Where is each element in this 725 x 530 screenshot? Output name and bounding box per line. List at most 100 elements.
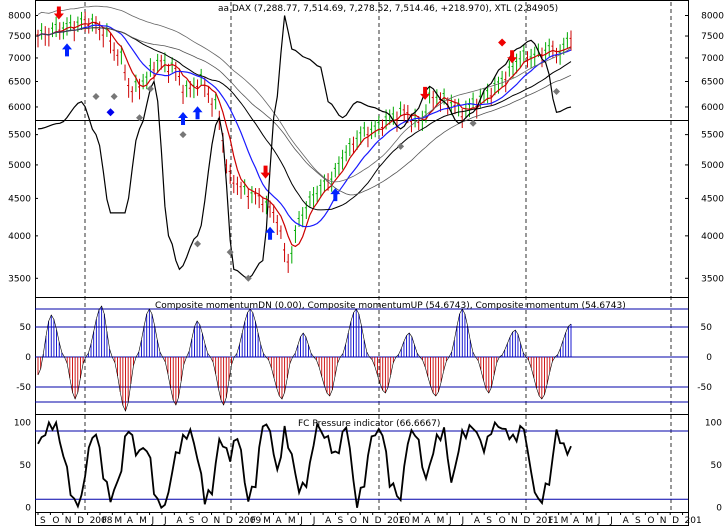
pressure-y-tick-right: 50: [711, 461, 723, 471]
date-axis-label: A: [176, 516, 183, 526]
date-axis-label: A: [424, 516, 431, 526]
date-axis-label: M: [561, 516, 569, 526]
signal-diamond-marker: [498, 38, 507, 47]
date-axis-label: A: [127, 516, 134, 526]
momentum-y-tick-right: 50: [701, 323, 713, 333]
sell-arrow-icon: [507, 50, 518, 64]
date-axis-label: N: [660, 516, 667, 526]
momentum-envelope: [37, 305, 572, 412]
price-y-tick-left: 4000: [8, 232, 31, 242]
momentum-y-tick-left: 0: [25, 353, 31, 363]
price-y-tick-right: 6500: [701, 78, 724, 88]
date-axis-label: M: [288, 516, 296, 526]
date-axis-label: 2011: [536, 516, 559, 526]
gray-diamond-marker: [397, 142, 405, 150]
momentum-y-tick-left: -50: [16, 383, 31, 393]
price-y-tick-right: 4000: [701, 232, 724, 242]
gray-diamond-marker: [469, 119, 477, 127]
date-axis-label: J: [312, 516, 316, 526]
momentum-panel-frame: [35, 297, 689, 415]
price-y-tick-right: 5000: [701, 161, 724, 171]
price-y-tick-right: 8000: [701, 12, 724, 22]
price-y-tick-left: 6000: [8, 103, 31, 113]
momentum-y-tick-right: 0: [706, 353, 712, 363]
date-axis-label: M: [585, 516, 593, 526]
date-axis-label: 201: [685, 516, 702, 526]
date-axis-label: J: [299, 516, 303, 526]
date-axis-label: O: [52, 516, 59, 526]
pressure-chart-title: FC Pressure indicator (66.6667): [298, 419, 440, 429]
buy-arrow-icon: [265, 226, 276, 240]
date-axis-label: F: [399, 516, 404, 526]
price-y-tick-left: 3500: [8, 274, 31, 284]
momentum-chart-title: Composite momentumDN (0.00), Composite m…: [155, 301, 626, 311]
date-axis-label: S: [635, 516, 641, 526]
date-axis-label: M: [139, 516, 147, 526]
date-axis-label: N: [65, 516, 72, 526]
price-y-tick-left: 6500: [8, 78, 31, 88]
date-axis-label: S: [486, 516, 492, 526]
date-axis-label: O: [201, 516, 208, 526]
date-axis-label: O: [350, 516, 357, 526]
gray-diamond-marker: [110, 93, 118, 101]
date-axis-label: A: [623, 516, 630, 526]
price-y-tick-left: 8000: [8, 12, 31, 22]
date-axis-label: 2010: [387, 516, 410, 526]
date-axis-label: S: [40, 516, 46, 526]
date-axis-label: D: [672, 516, 679, 526]
sell-arrow-icon: [260, 165, 271, 179]
buy-arrow-icon: [192, 106, 203, 120]
date-axis-label: M: [437, 516, 445, 526]
date-axis-label: J: [597, 516, 601, 526]
price-panel-frame: [35, 0, 689, 298]
date-axis-label: J: [163, 516, 167, 526]
date-axis-label: D: [77, 516, 84, 526]
date-axis-label: F: [251, 516, 256, 526]
gray-diamond-marker: [92, 93, 100, 101]
gray-diamond-marker: [179, 131, 187, 139]
date-axis-label: M: [114, 516, 122, 526]
date-axis-label: A: [276, 516, 283, 526]
gray-diamond-marker: [194, 240, 202, 248]
date-axis-label: O: [499, 516, 506, 526]
date-axis-label: M: [263, 516, 271, 526]
pressure-y-tick-right: 0: [716, 504, 722, 514]
pressure-y-tick-left: 0: [25, 504, 31, 514]
pressure-line: [37, 419, 572, 510]
date-axis-label: F: [548, 516, 553, 526]
date-axis-label: O: [647, 516, 654, 526]
date-axis-label: D: [226, 516, 233, 526]
momentum-y-tick-left: 50: [20, 323, 32, 333]
price-y-tick-right: 7500: [701, 32, 724, 42]
date-axis-label: D: [375, 516, 382, 526]
price-y-tick-left: 7000: [8, 54, 31, 64]
buy-arrow-icon: [330, 188, 341, 202]
price-y-tick-right: 4500: [701, 194, 724, 204]
buy-arrow-icon: [62, 43, 73, 57]
date-axis-label: N: [362, 516, 369, 526]
gray-diamond-marker: [226, 248, 234, 256]
price-y-tick-right: 3500: [701, 274, 724, 284]
date-axis-label: 2009: [238, 516, 261, 526]
pressure-y-tick-left: 100: [14, 419, 31, 429]
momentum-y-tick-right: -50: [697, 383, 712, 393]
date-axis-label: F: [102, 516, 107, 526]
date-axis-label: N: [214, 516, 221, 526]
date-axis-label: J: [460, 516, 464, 526]
date-axis-label: M: [412, 516, 420, 526]
price-y-tick-left: 5000: [8, 161, 31, 171]
price-chart-title: aa DAX (7,288.77, 7,514.69, 7,278.52, 7,…: [218, 4, 558, 14]
date-axis-label: A: [573, 516, 580, 526]
envelope-upper-line: [37, 5, 572, 183]
date-axis-label: A: [325, 516, 332, 526]
ma-medium-line: [37, 24, 572, 228]
sell-arrow-icon: [420, 86, 431, 100]
date-axis-label: D: [523, 516, 530, 526]
price-y-tick-right: 5500: [701, 131, 724, 141]
date-axis-label: A: [474, 516, 481, 526]
gray-diamond-marker: [146, 85, 154, 93]
date-axis-label: S: [189, 516, 195, 526]
ma-fast-line: [37, 21, 572, 248]
gray-diamond-marker: [136, 114, 144, 122]
